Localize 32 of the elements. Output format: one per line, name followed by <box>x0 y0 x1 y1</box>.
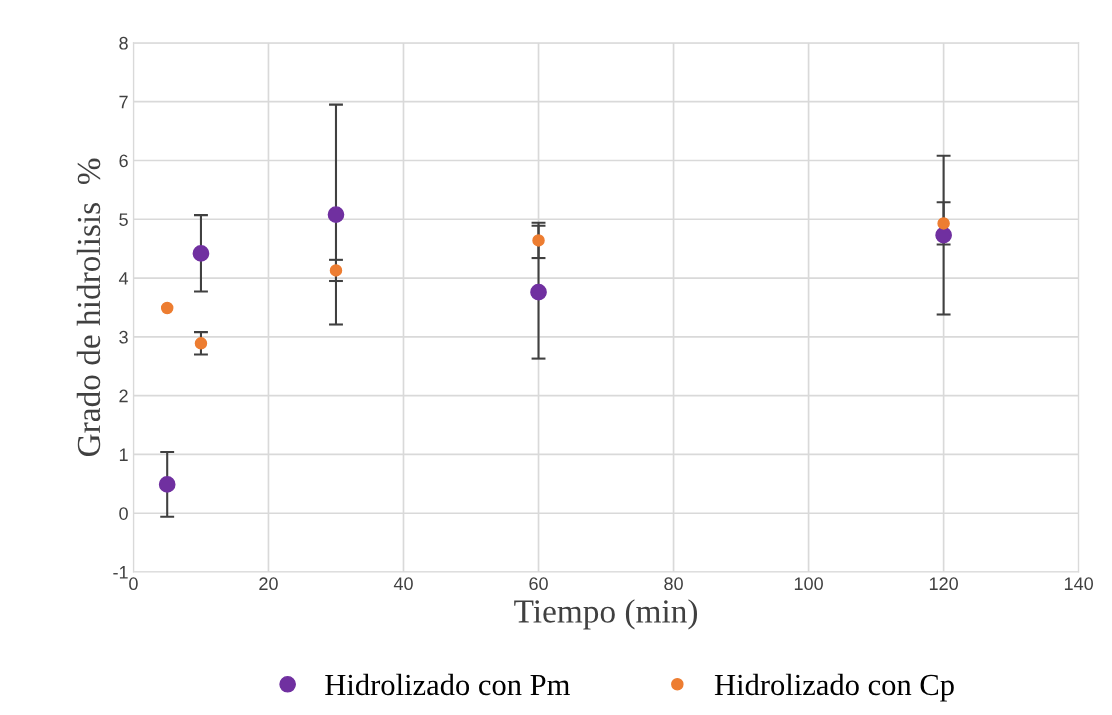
x-tick-label: 120 <box>929 577 958 591</box>
y-tick-label: 2 <box>119 389 128 403</box>
point <box>158 476 176 493</box>
x-tick-label: 20 <box>259 577 278 591</box>
x-tick-label: 100 <box>794 577 823 591</box>
legend-label: Hidrolizado con Pm <box>325 673 570 696</box>
x-tick-label: 60 <box>529 577 548 591</box>
y-tick-label: 7 <box>119 95 128 109</box>
x-axis-title: Tiempo (min) <box>514 599 698 630</box>
y-tick-label: 0 <box>119 507 128 520</box>
point <box>937 217 950 230</box>
x-tick-label: 40 <box>393 577 413 591</box>
point <box>935 226 952 244</box>
y-tick-label: 3 <box>119 330 128 344</box>
y-axis-title: Grado de hidrolisis % <box>76 158 101 457</box>
x-tick-label: 0 <box>129 577 138 591</box>
x-tick-label: 140 <box>1064 577 1093 591</box>
point <box>329 264 343 277</box>
x-tick-label: 80 <box>664 577 683 591</box>
y-tick-label: -1 <box>113 566 128 579</box>
y-tick-label: 6 <box>119 154 128 168</box>
point <box>532 234 545 247</box>
y-tick-label: 1 <box>119 448 128 461</box>
point <box>530 283 547 301</box>
y-tick-label: 4 <box>118 272 129 285</box>
point <box>194 337 208 350</box>
point <box>160 301 174 315</box>
point <box>327 206 345 223</box>
legend-label: Hidrolizado con Cp <box>714 673 954 702</box>
y-tick-label: 5 <box>119 213 128 226</box>
point <box>192 245 210 262</box>
y-tick-label: 8 <box>119 36 128 50</box>
